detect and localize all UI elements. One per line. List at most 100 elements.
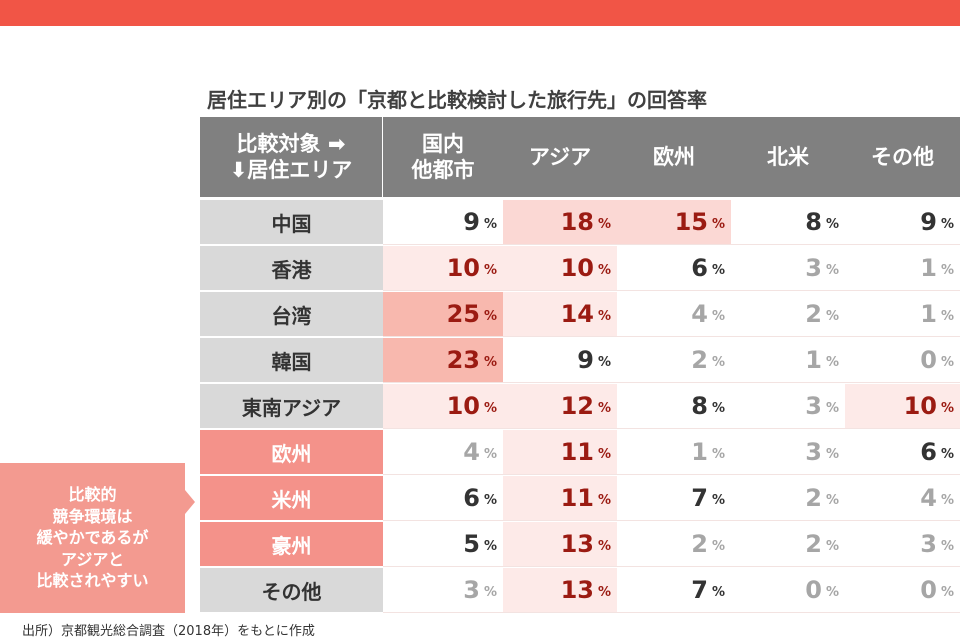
percent-unit: % — [711, 400, 725, 416]
table-cell: 25% — [383, 292, 503, 337]
percent-unit: % — [940, 354, 954, 370]
cell-value: 1 — [805, 346, 822, 374]
percent-unit: % — [825, 446, 839, 462]
percent-unit: % — [483, 400, 497, 416]
table-cell: 13% — [503, 568, 617, 613]
table-cell: 23% — [383, 338, 503, 383]
percent-unit: % — [940, 216, 954, 232]
cell-value: 2 — [691, 530, 708, 558]
table-cell: 8% — [617, 384, 731, 429]
cell-value: 25 — [446, 300, 480, 328]
percent-unit: % — [825, 262, 839, 278]
cell-value: 14 — [560, 300, 594, 328]
table-cell: 5% — [383, 522, 503, 567]
table-cell: 15% — [617, 200, 731, 245]
table-cell: 4% — [617, 292, 731, 337]
table-cell: 3% — [731, 246, 845, 291]
table-cell: 14% — [503, 292, 617, 337]
table-cell: 3% — [731, 430, 845, 475]
row-header: 豪州 — [200, 522, 383, 566]
row-header: 香港 — [200, 246, 383, 290]
table-cell: 4% — [383, 430, 503, 475]
percent-unit: % — [711, 492, 725, 508]
percent-unit: % — [940, 400, 954, 416]
cell-value: 2 — [805, 484, 822, 512]
percent-unit: % — [825, 354, 839, 370]
percent-unit: % — [597, 354, 611, 370]
percent-unit: % — [711, 308, 725, 324]
percent-unit: % — [483, 446, 497, 462]
table-cell: 3% — [845, 522, 960, 567]
cell-value: 7 — [691, 576, 708, 604]
cell-value: 13 — [560, 576, 594, 604]
percent-unit: % — [597, 584, 611, 600]
cell-value: 18 — [560, 208, 594, 236]
cell-value: 0 — [920, 576, 937, 604]
cell-value: 1 — [691, 438, 708, 466]
percent-unit: % — [825, 308, 839, 324]
cell-value: 5 — [463, 530, 480, 558]
callout-box: 比較的 競争環境は 緩やかであるが アジアと 比較されやすい — [0, 463, 185, 613]
percent-unit: % — [825, 538, 839, 554]
percent-unit: % — [597, 308, 611, 324]
table-cell: 11% — [503, 430, 617, 475]
table-cell: 3% — [383, 568, 503, 613]
percent-unit: % — [711, 446, 725, 462]
cell-value: 2 — [691, 346, 708, 374]
column-header: 北米 — [731, 117, 845, 197]
percent-unit: % — [483, 308, 497, 324]
table-cell: 13% — [503, 522, 617, 567]
cell-value: 4 — [920, 484, 937, 512]
table-cell: 7% — [617, 476, 731, 521]
table-cell: 3% — [731, 384, 845, 429]
cell-value: 10 — [903, 392, 937, 420]
cell-value: 3 — [805, 254, 822, 282]
percent-unit: % — [483, 216, 497, 232]
top-banner — [0, 0, 960, 26]
column-header: 欧州 — [617, 117, 731, 197]
cell-value: 13 — [560, 530, 594, 558]
column-header: その他 — [845, 117, 960, 197]
percent-unit: % — [483, 354, 497, 370]
table-cell: 10% — [503, 246, 617, 291]
cell-value: 6 — [463, 484, 480, 512]
percent-unit: % — [711, 216, 725, 232]
row-header: その他 — [200, 568, 383, 612]
percent-unit: % — [597, 216, 611, 232]
chart-title: 居住エリア別の「京都と比較検討した旅行先」の回答率 — [207, 88, 707, 112]
cell-value: 8 — [691, 392, 708, 420]
table-cell: 12% — [503, 384, 617, 429]
percent-unit: % — [483, 262, 497, 278]
callout-text: 比較的 競争環境は 緩やかであるが アジアと 比較されやすい — [36, 485, 149, 591]
table-cell: 1% — [845, 246, 960, 291]
table-cell: 0% — [731, 568, 845, 613]
percent-unit: % — [940, 538, 954, 554]
table-cell: 0% — [845, 568, 960, 613]
percent-unit: % — [940, 262, 954, 278]
cell-value: 12 — [560, 392, 594, 420]
table-cell: 1% — [617, 430, 731, 475]
row-header: 中国 — [200, 200, 383, 244]
cell-value: 3 — [805, 438, 822, 466]
cell-value: 3 — [463, 576, 480, 604]
table-cell: 2% — [731, 476, 845, 521]
cell-value: 7 — [691, 484, 708, 512]
percent-unit: % — [825, 584, 839, 600]
cell-value: 9 — [920, 208, 937, 236]
percent-unit: % — [825, 492, 839, 508]
percent-unit: % — [597, 446, 611, 462]
cell-value: 1 — [920, 300, 937, 328]
table-cell: 18% — [503, 200, 617, 245]
column-header: 国内 他都市 — [383, 117, 503, 197]
table-cell: 6% — [617, 246, 731, 291]
percent-unit: % — [597, 262, 611, 278]
cell-value: 10 — [560, 254, 594, 282]
cell-value: 4 — [463, 438, 480, 466]
cell-value: 15 — [674, 208, 708, 236]
percent-unit: % — [825, 400, 839, 416]
percent-unit: % — [597, 492, 611, 508]
cell-value: 6 — [920, 438, 937, 466]
row-header: 欧州 — [200, 430, 383, 474]
table-cell: 10% — [383, 246, 503, 291]
percent-unit: % — [711, 354, 725, 370]
